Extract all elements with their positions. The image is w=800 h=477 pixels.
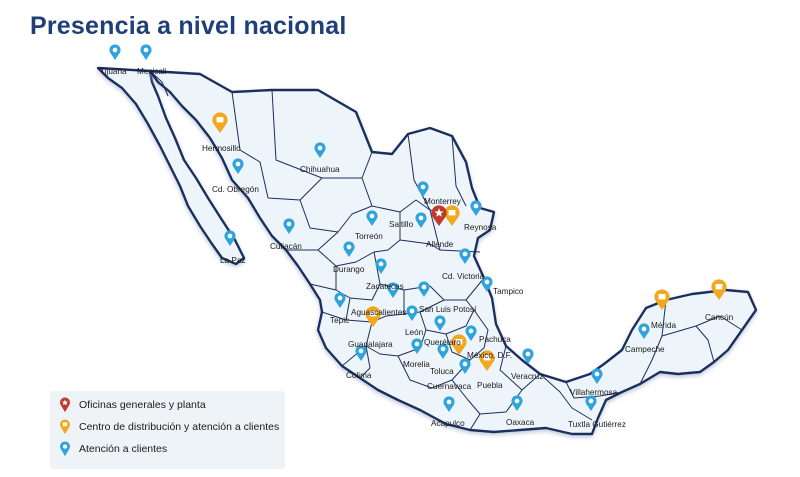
legend-label-distribution: Centro de distribución y atención a clie… (79, 421, 280, 433)
city-label-cuernavaca: Cuernavaca (427, 382, 472, 391)
service-pin-icon (314, 142, 326, 158)
city-label-aguascalientes: Aguascalientes (351, 308, 407, 317)
city-label-pachuca: Pachuca (479, 335, 511, 344)
service-pin-icon (434, 315, 446, 331)
city-label-cd-obregon: Cd. Obregón (212, 185, 259, 194)
city-label-hermosillo: Hermosillo (202, 144, 241, 153)
city-label-morelia: Morelia (403, 360, 430, 369)
legend-item-hq: Oficinas generales y planta (58, 397, 206, 413)
service-pin-icon (334, 292, 346, 308)
distribution-pin-icon (212, 112, 228, 133)
service-pin-icon (366, 210, 378, 226)
distribution-pin-icon (711, 279, 727, 300)
city-label-merida: Mérida (651, 321, 676, 330)
city-label-mexico-d-f: México, D.F. (467, 351, 512, 360)
city-label-torreon: Torreón (355, 232, 383, 241)
city-label-leon: León (405, 328, 424, 337)
city-label-monterrey: Monterrey (424, 197, 462, 206)
city-label-culiacan: Culiacán (270, 242, 302, 251)
legend-hq-pin-icon (60, 397, 70, 413)
page-title: Presencia a nivel nacional (30, 12, 347, 40)
city-label-tuxtla-gutierrez: Tuxtla Gutiérrez (568, 420, 626, 429)
service-pin-icon (459, 358, 471, 374)
state-borders (149, 70, 743, 431)
city-label-tepic: Tepic (330, 316, 349, 325)
service-pin-icon (343, 241, 355, 257)
service-pin-icon (522, 348, 534, 364)
legend-item-service: Atención a clientes (58, 441, 167, 457)
city-label-saltillo: Saltillo (389, 220, 414, 229)
legend-label-hq: Oficinas generales y planta (79, 399, 206, 411)
city-label-durango: Durango (333, 265, 365, 274)
service-pin-icon (375, 258, 387, 274)
service-pin-icon (418, 281, 430, 297)
service-pin-icon (232, 158, 244, 174)
legend: Oficinas generales y planta Centro de di… (50, 391, 285, 469)
city-label-cancun: Cancún (705, 313, 734, 322)
service-pin-icon (465, 325, 477, 341)
service-pin-icon (437, 343, 449, 359)
legend-item-distribution: Centro de distribución y atención a clie… (58, 419, 279, 435)
service-pin-icon (443, 396, 455, 412)
distribution-pin-icon (654, 289, 670, 310)
city-label-queretaro: Querétaro (424, 338, 461, 347)
city-label-guadalajara: Guadalajara (348, 340, 393, 349)
hq-pin-icon (431, 205, 447, 226)
city-label-veracruz: Veracruz (511, 372, 543, 381)
service-pin-icon (638, 323, 650, 339)
service-pin-icon (411, 338, 423, 354)
city-label-allende: Allende (426, 240, 454, 249)
city-label-toluca: Toluca (430, 367, 454, 376)
city-label-chihuahua: Chihuahua (300, 165, 340, 174)
city-label-zacatecas: Zacatecas (366, 282, 404, 291)
labels-layer: Tijuana Mexicali Cd. Obregón Chihuahua La Pa… (100, 67, 734, 429)
service-pin-icon (511, 395, 523, 411)
city-label-acapulco: Acapulco (431, 419, 465, 428)
city-label-tijuana: Tijuana (100, 67, 127, 76)
service-pin-icon (591, 368, 603, 384)
distribution-pin-icon (451, 334, 467, 355)
city-label-reynosa: Reynosa (464, 223, 497, 232)
distribution-pin-icon (479, 350, 495, 371)
map-land (96, 66, 758, 436)
service-pin-icon (387, 282, 399, 298)
legend-service-pin-icon (60, 441, 70, 457)
distribution-pin-icon (365, 306, 381, 327)
service-pin-icon (417, 181, 429, 197)
city-label-san-luis-potosi: San Luis Potosí (419, 305, 477, 314)
city-label-la-paz: La Paz (220, 256, 246, 265)
service-pin-icon (406, 305, 418, 321)
city-label-cd-victoria: Cd. Victoria (442, 272, 485, 281)
service-pin-icon (585, 395, 597, 411)
service-pin-icon (109, 44, 121, 60)
city-label-villahermosa: Villahermosa (570, 388, 618, 397)
service-pin-icon (224, 230, 236, 246)
city-label-campeche: Campeche (625, 345, 665, 354)
city-label-mexicali: Mexicali (137, 67, 167, 76)
legend-distribution-pin-icon (60, 419, 70, 435)
city-label-oaxaca: Oaxaca (506, 418, 535, 427)
city-label-tampico: Tampico (493, 287, 524, 296)
pins-layer (109, 44, 727, 412)
service-pin-icon (459, 248, 471, 264)
service-pin-icon (283, 218, 295, 234)
service-pin-icon (140, 44, 152, 60)
city-label-colima: Colima (346, 371, 372, 380)
city-label-puebla: Puebla (477, 381, 503, 390)
baja-peninsula (96, 66, 246, 266)
service-pin-icon (415, 212, 427, 228)
distribution-pin-icon (444, 205, 460, 226)
service-pin-icon (470, 200, 482, 216)
service-pin-icon (355, 345, 367, 361)
legend-label-service: Atención a clientes (79, 443, 168, 455)
service-pin-icon (481, 276, 493, 292)
